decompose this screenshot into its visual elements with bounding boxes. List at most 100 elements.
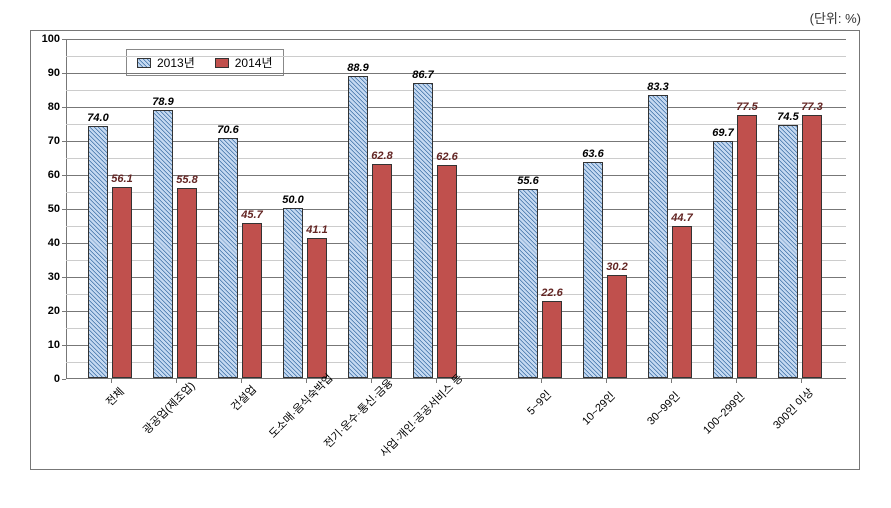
x-axis-label: 도소매·음식숙박업 [265,371,336,442]
bar-2014 [112,187,132,378]
bar-2014 [372,164,392,378]
y-tick-label: 50 [38,203,60,215]
x-tick-mark [241,379,242,383]
x-tick-mark [111,379,112,383]
y-tick-label: 100 [38,33,60,45]
value-label-2013: 55.6 [517,175,538,187]
bar-2013 [413,83,433,378]
bar-2013 [778,125,798,378]
value-label-2014: 45.7 [241,209,262,221]
x-axis-labels: 전체광공업(제조업)건설업도소매·음식숙박업전기·운수·통신·금융사업·개인·공… [66,383,846,463]
y-tick-label: 40 [38,237,60,249]
value-label-2014: 77.5 [736,101,757,113]
value-label-2014: 55.8 [176,174,197,186]
y-tick-mark [62,277,66,278]
x-tick-mark [306,379,307,383]
x-axis-label: 300인 이상 [769,385,817,433]
value-label-2013: 74.0 [87,112,108,124]
bar-2013 [283,208,303,378]
y-tick-mark [62,73,66,74]
bar-2014 [242,223,262,378]
x-tick-mark [671,379,672,383]
grid-line-major [66,107,846,108]
value-label-2013: 74.5 [777,111,798,123]
bar-2013 [153,110,173,378]
bar-2014 [737,115,757,379]
legend-swatch-2014 [215,58,229,68]
value-label-2014: 56.1 [111,173,132,185]
plot-area: 2013년 2014년 010203040506070809010074.056… [66,39,846,379]
value-label-2014: 62.8 [371,150,392,162]
y-tick-label: 60 [38,169,60,181]
value-label-2014: 77.3 [801,101,822,113]
y-tick-label: 0 [38,373,60,385]
chart-wrapper: (단위: %) 2013년 2014년 0 10 20 30 40 50 60 70 80 90 1… [0,0,891,508]
y-tick-mark [62,379,66,380]
value-label-2013: 78.9 [152,96,173,108]
x-tick-mark [801,379,802,383]
unit-label: (단위: %) [810,8,861,27]
y-tick-mark [62,141,66,142]
x-axis-label: 100~299인 [699,388,748,437]
value-label-2014: 22.6 [541,287,562,299]
value-label-2013: 50.0 [282,194,303,206]
bar-2014 [307,238,327,378]
bar-2014 [437,165,457,378]
bar-2013 [713,141,733,378]
grid-line-major [66,73,846,74]
x-tick-mark [436,379,437,383]
x-tick-mark [606,379,607,383]
value-label-2013: 70.6 [217,124,238,136]
grid-line-minor [66,124,846,125]
value-label-2014: 62.6 [436,151,457,163]
bar-2014 [542,301,562,378]
y-tick-mark [62,107,66,108]
x-axis-label: 30~99인 [643,388,683,428]
bar-2014 [802,115,822,378]
x-axis-label: 광공업(제조업) [139,378,198,437]
value-label-2013: 88.9 [347,62,368,74]
grid-line-major [66,39,846,40]
bar-2013 [88,126,108,378]
bar-2013 [218,138,238,378]
y-tick-mark [62,39,66,40]
y-tick-label: 90 [38,67,60,79]
y-tick-mark [62,345,66,346]
value-label-2014: 30.2 [606,261,627,273]
value-label-2013: 69.7 [712,127,733,139]
bar-2014 [607,275,627,378]
y-tick-mark [62,243,66,244]
y-tick-label: 30 [38,271,60,283]
value-label-2014: 44.7 [671,212,692,224]
y-tick-label: 80 [38,101,60,113]
x-tick-mark [736,379,737,383]
x-tick-mark [541,379,542,383]
y-tick-label: 20 [38,305,60,317]
bar-2013 [518,189,538,378]
value-label-2013: 63.6 [582,148,603,160]
legend-swatch-2013 [137,58,151,68]
value-label-2013: 86.7 [412,69,433,81]
y-tick-mark [62,175,66,176]
x-axis-label: 5~9인 [523,387,555,419]
x-tick-mark [176,379,177,383]
bar-2013 [583,162,603,378]
legend: 2013년 2014년 [126,49,284,76]
bar-2013 [348,76,368,378]
value-label-2014: 41.1 [306,224,327,236]
y-tick-label: 10 [38,339,60,351]
grid-line-minor [66,56,846,57]
y-tick-mark [62,209,66,210]
chart-container: 2013년 2014년 0 10 20 30 40 50 60 70 80 90 100 74.0 56… [30,30,860,470]
x-axis-label: 건설업 [227,381,260,414]
x-axis-label: 전체 [102,384,128,410]
grid-line-minor [66,90,846,91]
x-tick-mark [371,379,372,383]
value-label-2013: 83.3 [647,81,668,93]
bar-2014 [177,188,197,378]
x-axis-label: 10~29인 [578,388,618,428]
bar-2013 [648,95,668,378]
y-tick-label: 70 [38,135,60,147]
y-tick-mark [62,311,66,312]
bar-2014 [672,226,692,378]
